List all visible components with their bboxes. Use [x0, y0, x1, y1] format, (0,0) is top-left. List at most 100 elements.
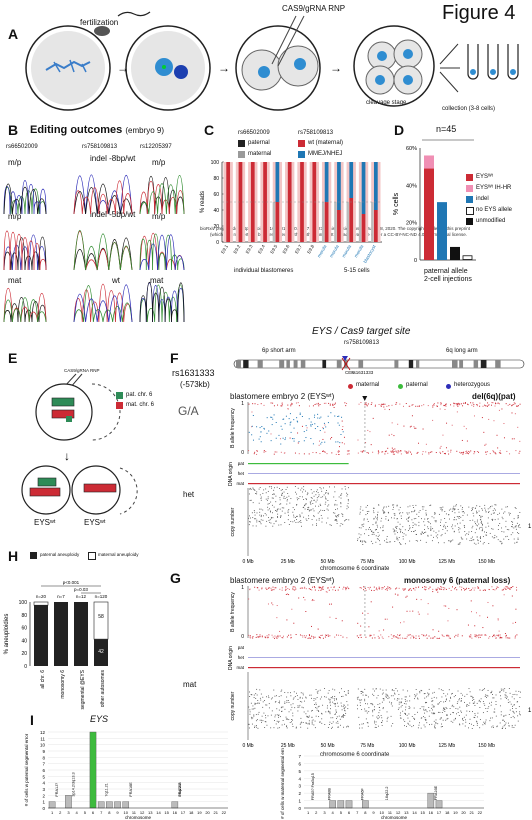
cn-point — [399, 543, 401, 545]
cn-point — [254, 702, 256, 704]
cn-point — [458, 699, 460, 701]
cn-point — [319, 487, 321, 488]
i-xtick: 20 — [461, 810, 466, 815]
baf-point — [495, 637, 497, 639]
cn-point — [494, 512, 495, 514]
baf-point — [486, 451, 488, 453]
cn-point — [330, 717, 332, 719]
c-xtick: E9.4 — [257, 244, 266, 255]
baf-point — [393, 435, 395, 437]
cn-point — [249, 515, 250, 517]
baf-point — [376, 588, 378, 590]
baf-point — [318, 589, 320, 591]
baf-point — [498, 452, 500, 454]
baf-point — [456, 403, 458, 405]
baf-point — [281, 589, 283, 591]
cn-point — [431, 516, 433, 518]
baf-point — [282, 637, 284, 639]
baf-point — [477, 637, 479, 639]
baf-point — [372, 417, 374, 419]
cn-point — [393, 690, 395, 692]
cn-point — [473, 515, 475, 517]
cn-point — [404, 713, 406, 714]
baf-point — [305, 635, 307, 637]
cn-point — [430, 526, 432, 528]
baf-point — [331, 436, 333, 438]
cn-point — [255, 518, 257, 520]
cn-point — [278, 709, 280, 711]
cn-point — [289, 502, 291, 504]
cn-point — [512, 521, 514, 523]
cn-point — [249, 691, 251, 693]
baf-point — [268, 587, 270, 589]
cn-point — [438, 513, 440, 515]
baf-point — [448, 635, 450, 637]
cn-point — [267, 490, 269, 492]
cn-point — [361, 524, 363, 526]
cn-point — [387, 694, 388, 696]
cn-point — [273, 506, 275, 508]
cn-point — [385, 696, 387, 698]
cn-point — [470, 723, 472, 725]
baf-point — [298, 597, 300, 599]
c-legend-swatch-wt — [298, 140, 305, 147]
cn-point — [303, 516, 305, 518]
baf-point — [381, 588, 383, 590]
cn-point — [430, 534, 432, 536]
cn-point — [488, 512, 489, 513]
baf-point — [292, 589, 294, 591]
cn-point — [503, 531, 505, 533]
chromatogram-trace — [139, 234, 185, 271]
cn-point — [254, 704, 256, 706]
cn-point — [321, 696, 323, 698]
cn-point — [390, 715, 392, 717]
baf-point — [408, 589, 410, 591]
cn-point — [481, 524, 483, 526]
cn-point — [488, 511, 490, 513]
cn-point — [402, 526, 404, 528]
cn-point — [381, 717, 383, 719]
cn-point — [468, 506, 470, 508]
cn-point — [473, 542, 475, 544]
cn-point — [476, 724, 478, 726]
cn-point — [286, 727, 288, 729]
cn-point — [425, 702, 426, 704]
cn-point — [404, 725, 405, 727]
baf-point — [397, 423, 399, 425]
cn-point — [292, 719, 294, 721]
baf-point — [258, 438, 260, 440]
baf-point — [336, 634, 338, 636]
cn-point — [252, 705, 254, 707]
cn-point — [290, 498, 292, 500]
d-legend-unmod: unmodified — [476, 218, 506, 224]
h-n-label: n=120 — [95, 594, 108, 599]
cn-point — [453, 719, 455, 721]
cn-point — [415, 504, 417, 506]
cn-point — [440, 521, 441, 523]
snp2-label: rs758109813 — [82, 144, 118, 150]
cn-point — [501, 527, 503, 529]
baf-point — [367, 587, 369, 589]
i-ytick: 3 — [298, 784, 301, 789]
cn-point — [505, 506, 507, 508]
c-ytick: 100 — [211, 160, 220, 166]
cn-point — [372, 711, 374, 713]
cn-point — [380, 520, 382, 522]
cn-point — [316, 491, 318, 493]
baf-point — [459, 451, 461, 453]
baf-point — [290, 405, 292, 407]
cn-point — [443, 524, 445, 526]
f-snp-left: rs1631333 — [172, 368, 215, 378]
baf-point — [330, 438, 332, 440]
cn-point — [477, 542, 479, 544]
baf-point — [395, 450, 397, 452]
cn-point — [386, 718, 388, 720]
baf-point — [281, 428, 283, 430]
ideogram-band — [452, 360, 458, 368]
baf-point — [334, 589, 336, 591]
baf-point — [322, 637, 324, 639]
cn-point — [403, 703, 405, 705]
baf-point — [443, 453, 445, 455]
cn-point — [485, 534, 487, 536]
cn-point — [455, 505, 457, 507]
